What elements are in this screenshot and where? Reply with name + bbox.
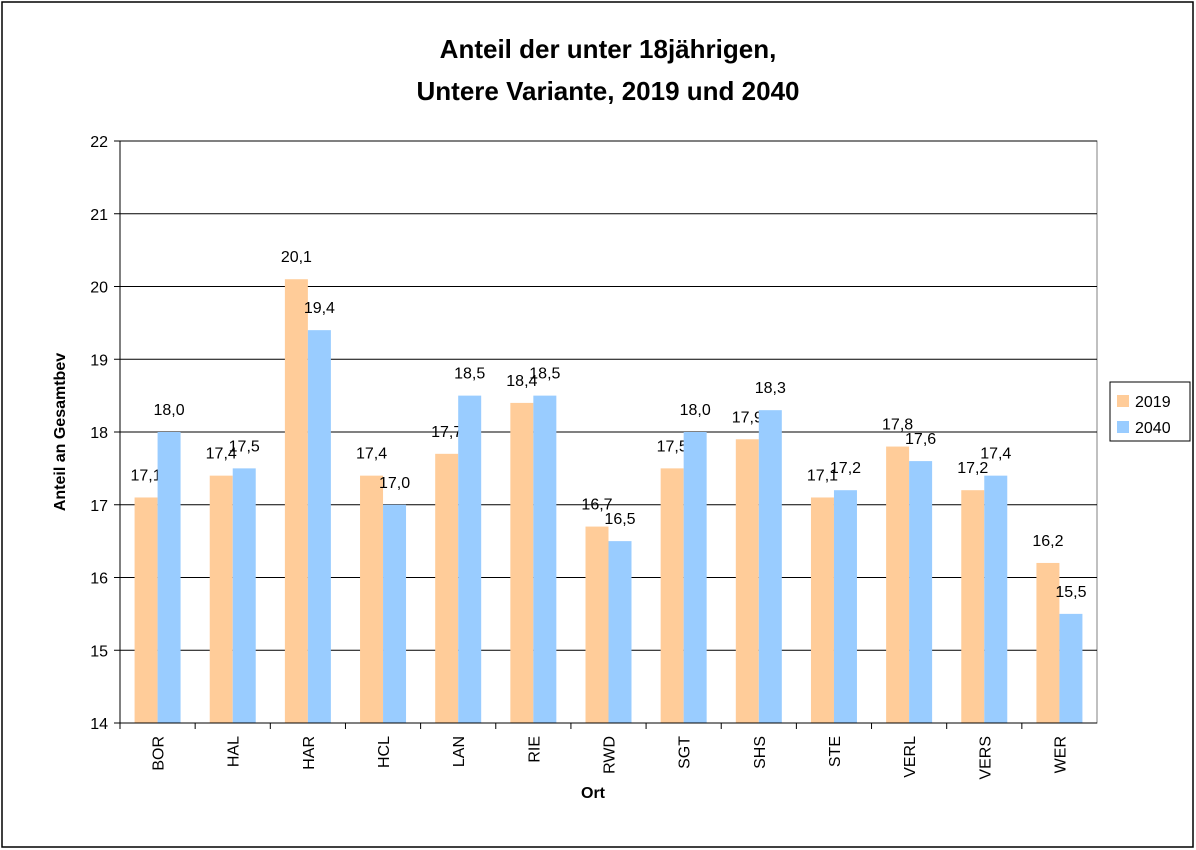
data-label: 17,5 — [657, 438, 688, 455]
data-label: 18,4 — [506, 373, 537, 390]
bar — [909, 461, 933, 723]
x-tick-label: HAR — [301, 736, 318, 770]
data-label: 17,4 — [980, 446, 1011, 463]
bar — [284, 279, 308, 723]
x-tick-label: VERL — [902, 736, 919, 778]
data-label: 18,5 — [454, 366, 485, 383]
data-label: 18,5 — [529, 366, 560, 383]
y-tick-label: 17 — [90, 498, 108, 515]
bar — [209, 475, 233, 723]
data-label: 18,0 — [680, 402, 711, 419]
x-tick-label: HCL — [376, 736, 393, 768]
bar — [383, 504, 407, 723]
bar — [360, 475, 384, 723]
bar — [833, 490, 857, 723]
bar — [735, 439, 759, 723]
bar — [585, 526, 609, 723]
y-tick-label: 21 — [90, 207, 108, 224]
bar — [307, 330, 331, 723]
data-label: 15,5 — [1055, 584, 1086, 601]
data-label: 17,9 — [732, 409, 763, 426]
x-tick-label: SGT — [677, 736, 694, 769]
data-label: 17,7 — [431, 424, 462, 441]
chart-title: Anteil der unter 18jährigen, — [440, 34, 777, 64]
data-label: 16,7 — [581, 497, 612, 514]
data-label: 20,1 — [281, 249, 312, 266]
bar — [984, 475, 1008, 723]
data-label: 17,4 — [206, 446, 237, 463]
bar — [660, 468, 684, 723]
bar — [810, 497, 834, 723]
x-tick-label: LAN — [451, 736, 468, 767]
y-tick-label: 18 — [90, 425, 108, 442]
legend-label: 2019 — [1135, 394, 1171, 411]
data-label: 17,8 — [882, 417, 913, 434]
data-label: 17,0 — [379, 475, 410, 492]
legend-label: 2040 — [1135, 420, 1171, 437]
bar — [134, 497, 158, 723]
y-tick-label: 20 — [90, 280, 108, 297]
x-tick-label: SHS — [752, 736, 769, 769]
data-label: 17,1 — [807, 467, 838, 484]
y-tick-label: 22 — [90, 134, 108, 151]
x-axis-label: Ort — [581, 785, 606, 802]
data-label: 16,2 — [1032, 533, 1063, 550]
chart-title: Untere Variante, 2019 und 2040 — [417, 76, 800, 106]
bar — [886, 446, 910, 723]
data-label: 16,5 — [604, 511, 635, 528]
bar — [458, 395, 482, 723]
x-tick-label: STE — [827, 736, 844, 767]
x-tick-label: VERS — [977, 736, 994, 780]
bar — [533, 395, 557, 723]
bar — [1059, 613, 1083, 723]
data-label: 17,2 — [830, 460, 861, 477]
bar — [510, 402, 534, 723]
data-label: 17,2 — [957, 460, 988, 477]
data-label: 17,4 — [356, 446, 387, 463]
data-label: 17,5 — [229, 438, 260, 455]
x-tick-label: BOR — [151, 736, 168, 771]
y-tick-label: 15 — [90, 643, 108, 660]
x-tick-label: WER — [1052, 736, 1069, 773]
x-tick-label: RIE — [526, 736, 543, 763]
legend-swatch — [1117, 395, 1129, 407]
bar — [157, 432, 181, 723]
bar — [758, 410, 782, 723]
data-label: 18,3 — [755, 380, 786, 397]
bar — [608, 541, 632, 723]
bar — [683, 432, 707, 723]
legend-swatch — [1117, 421, 1129, 433]
y-tick-label: 14 — [90, 716, 108, 733]
data-label: 17,6 — [905, 431, 936, 448]
bar — [1036, 562, 1060, 723]
y-axis-label: Anteil an Gesamtbev — [52, 353, 69, 511]
bar — [435, 453, 459, 723]
y-tick-label: 19 — [90, 352, 108, 369]
bar — [232, 468, 256, 723]
data-label: 19,4 — [304, 300, 335, 317]
y-tick-label: 16 — [90, 571, 108, 588]
x-tick-label: HAL — [226, 736, 243, 767]
data-label: 18,0 — [154, 402, 185, 419]
data-label: 17,1 — [131, 467, 162, 484]
bar — [961, 490, 985, 723]
x-tick-label: RWD — [602, 736, 619, 774]
